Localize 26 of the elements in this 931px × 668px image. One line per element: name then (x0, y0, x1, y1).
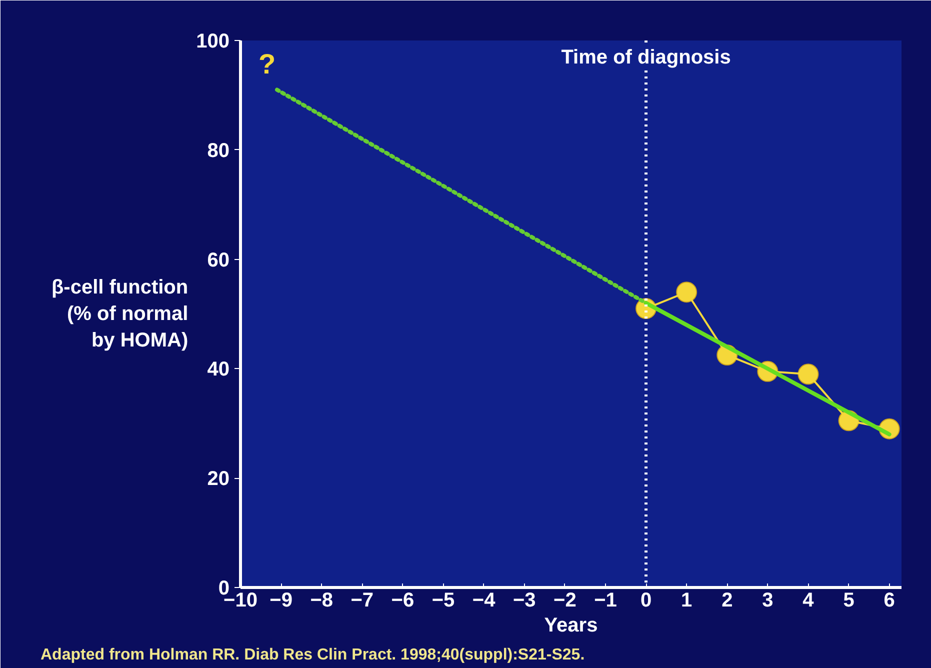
x-tick-label: 1 (681, 590, 692, 612)
x-tick-label: 2 (722, 590, 733, 612)
x-tick-label: −6 (391, 590, 414, 612)
x-tick-label: −3 (512, 590, 536, 612)
x-tick-label: 5 (843, 590, 854, 612)
x-tick-label: −1 (594, 590, 617, 612)
y-tick-label: 20 (207, 468, 230, 490)
y-tick-label: 40 (207, 358, 230, 381)
x-tick-label: 3 (762, 590, 774, 612)
y-tick-label: 100 (196, 30, 230, 52)
y-tick-label: 60 (207, 249, 230, 272)
x-tick-label: −5 (432, 590, 455, 612)
x-tick-label: −8 (310, 590, 334, 612)
y-tick-label: 80 (207, 140, 230, 162)
annotation: ? (258, 48, 276, 80)
x-tick-label: −7 (350, 590, 374, 612)
ref-line-label: Time of diagnosis (561, 46, 731, 68)
x-tick-label: −2 (554, 590, 576, 612)
x-tick-label: 4 (802, 590, 815, 612)
x-tick-label: −9 (270, 590, 292, 612)
x-tick-label: 6 (884, 590, 895, 612)
x-tick-label: 0 (640, 590, 652, 612)
text: Adapted from Holman RR. Diab Res Clin Pract. 1998;40(suppl):S21-S25. (40, 646, 585, 664)
x-tick-label: −4 (472, 590, 496, 612)
x-axis-title: Years (544, 614, 598, 636)
y-axis-title: β-cell function (% of normal by HOMA) (51, 276, 188, 352)
